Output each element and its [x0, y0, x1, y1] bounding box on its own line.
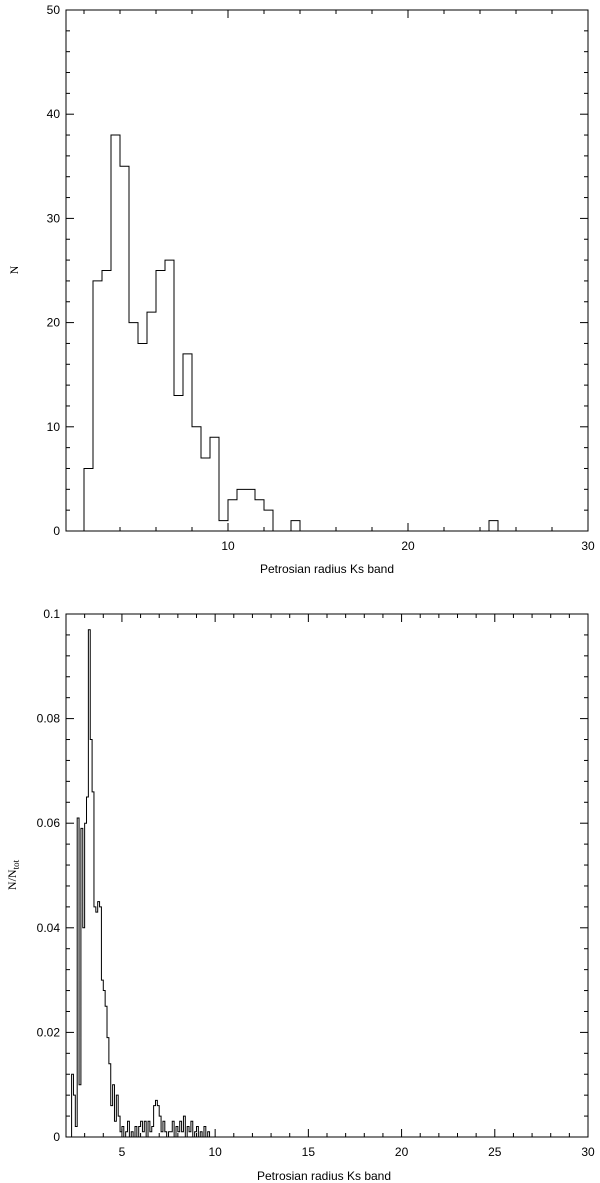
top-x-tick-label: 30: [581, 539, 595, 553]
bottom-y-axis-label: N/Ntot: [5, 859, 21, 890]
top-y-axis-label: N: [7, 265, 21, 274]
bottom-histogram-series: [71, 629, 212, 1138]
bottom-y-tick-label: 0.08: [37, 712, 61, 726]
top-histogram-series: [83, 134, 499, 532]
top-y-tick-label: 0: [53, 524, 60, 538]
bottom-plot-frame: [65, 613, 589, 1138]
bottom-x-axis-label: Petrosian radius Ks band: [257, 1169, 391, 1183]
top-y-tick-label: 10: [47, 420, 61, 434]
bottom-y-tick-label: 0.06: [37, 816, 61, 830]
top-x-tick-label: 10: [221, 539, 235, 553]
bottom-y-tick-label: 0.02: [37, 1025, 61, 1039]
top-y-tick-label: 40: [47, 107, 61, 121]
bottom-y-tick-label: 0.04: [37, 921, 61, 935]
bottom-x-tick-label: 25: [488, 1145, 502, 1159]
bottom-y-tick-label: 0: [53, 1130, 60, 1144]
bottom-x-tick-label: 20: [395, 1145, 409, 1159]
top-y-tick-label: 30: [47, 211, 61, 225]
top-x-axis-label: Petrosian radius Ks band: [260, 562, 394, 576]
bottom-x-tick-label: 30: [581, 1145, 595, 1159]
bottom-y-ticks: 0 0.02 0.04 0.06 0.08 0.1: [37, 607, 588, 1144]
bottom-x-tick-label: 10: [208, 1145, 222, 1159]
top-plot-frame: [65, 9, 589, 532]
top-y-ticks: 0 10 20 30 40 50: [47, 3, 588, 538]
bottom-y-axis-label-sub: tot: [11, 859, 21, 869]
top-y-tick-label: 50: [47, 3, 61, 17]
top-y-tick-label: 20: [47, 316, 61, 330]
top-x-tick-label: 20: [401, 539, 415, 553]
bottom-x-ticks: 5 10 15 20 25 30: [65, 614, 595, 1159]
top-panel: 10 20 30 0 10 20 30 40 50 Petrosian radius Ks b…: [7, 3, 595, 576]
bottom-x-tick-label: 15: [302, 1145, 316, 1159]
top-x-ticks: 10 20 30: [83, 10, 595, 553]
bottom-x-tick-label: 5: [119, 1145, 126, 1159]
bottom-panel: 5 10 15 20 25 30 0 0.02 0.04 0.06 0.08 0.1 Petrosi…: [5, 607, 595, 1183]
bottom-y-axis-label-main: N/N: [5, 869, 19, 890]
bottom-y-tick-label: 0.1: [43, 607, 60, 621]
